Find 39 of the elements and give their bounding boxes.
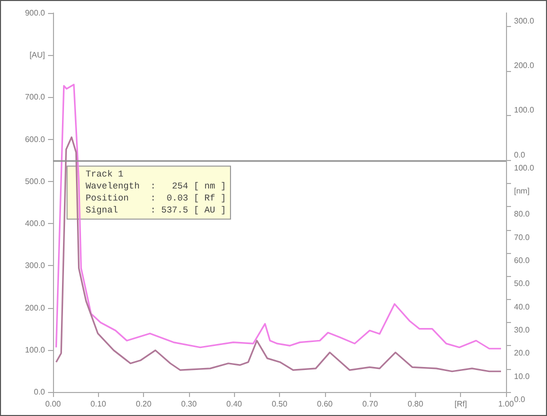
x-tick-label: 0.60: [317, 400, 334, 408]
line-series: [55, 136, 502, 372]
x-tick-label: [Rf]: [454, 400, 467, 408]
y3-tick-label: 0.0: [514, 150, 526, 160]
y-tick-label: 200.0: [24, 303, 46, 312]
y-tick-label: 0.0: [34, 388, 46, 396]
x-tick-label: 0.00: [45, 400, 62, 408]
y-tick-label: 700.0: [24, 92, 46, 102]
y2-tick-label: 10.0: [514, 372, 530, 381]
y-tick-label: 100.0: [24, 345, 46, 354]
y3-tick-label: 300.0: [514, 16, 535, 26]
y-tick-label: 400.0: [24, 219, 46, 228]
y2-tick-label: 0.0: [514, 395, 526, 404]
y3-tick-label: 100.0: [514, 106, 535, 115]
x-tick-label: 0.50: [272, 400, 288, 408]
y2-tick-label: 50.0: [514, 279, 530, 288]
x-tick-label: 0.30: [181, 400, 198, 408]
y-tick-label: 900.0: [24, 8, 46, 18]
x-tick-label: 1.00: [498, 400, 514, 408]
x-tick-label: 0.40: [226, 400, 243, 408]
y2-tick-label: 60.0: [514, 256, 530, 265]
y-tick-label: 500.0: [24, 176, 46, 186]
annotation: Track 1 Wavelength : 254 [ nm ] Position : 0.03 [ Rf ] Signal : 537.5 [ AU ]: [86, 170, 226, 216]
x-tick-label: 0.70: [362, 400, 378, 408]
y2-tick-label: 80.0: [514, 210, 530, 219]
y2-tick-label: 70.0: [514, 232, 530, 242]
y2-tick-label: 100.0: [514, 163, 535, 172]
x-tick-label: 0.10: [90, 400, 107, 408]
y2-tick-label: 40.0: [514, 302, 530, 312]
x-tick-label: 0.80: [408, 400, 424, 408]
y-tick-label: 300.0: [24, 261, 46, 270]
y-tick-label: 600.0: [24, 134, 46, 144]
y3-tick-label: 200.0: [514, 61, 535, 70]
x-tick-label: 0.20: [136, 400, 152, 408]
y-tick-label: [AU]: [29, 50, 45, 60]
line-series: [55, 84, 502, 350]
y2-tick-label: 30.0: [514, 326, 530, 334]
y2-tick-label: [nm]: [514, 186, 530, 196]
y2-tick-label: 20.0: [514, 348, 530, 358]
